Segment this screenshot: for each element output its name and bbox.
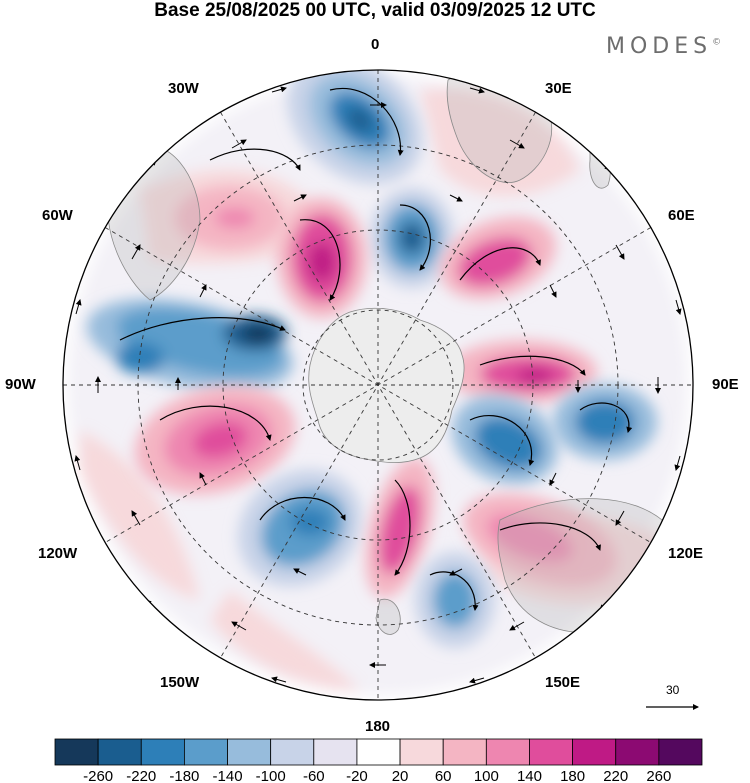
lon-label-150e: 150E <box>545 674 581 691</box>
lon-label-60w: 60W <box>42 207 73 224</box>
lon-label-90w: 90W <box>5 376 36 393</box>
positive-center-80w <box>175 186 285 250</box>
ring-200 <box>175 194 581 576</box>
negative-center-140w <box>238 469 362 587</box>
lon-label-60e: 60E <box>668 207 695 224</box>
negative-center-160e <box>415 552 495 648</box>
map-boundary <box>62 69 694 701</box>
lon-label-30w: 30W <box>168 80 199 97</box>
lon-label-90e: 90E <box>712 376 739 393</box>
positive-center-40e <box>440 216 556 300</box>
positive-center-170e <box>365 458 435 598</box>
lon-label-120e: 120E <box>668 545 704 562</box>
graticule <box>63 70 693 700</box>
copyright-mark: © <box>712 37 722 48</box>
positive-center-45w <box>277 198 367 318</box>
map-title: Base 25/08/2025 00 UTC, valid 03/09/2025… <box>154 0 596 21</box>
lon-label-30e: 30E <box>545 80 572 97</box>
negative-center-110e <box>553 384 657 460</box>
lon-label-0: 0 <box>371 36 380 53</box>
modes-logo: MODES© <box>606 34 721 59</box>
lon-label-180: 180 <box>365 718 391 735</box>
brand-text: MODES <box>606 34 713 59</box>
ring-280 <box>95 102 661 668</box>
positive-center-85e <box>447 340 597 404</box>
reference-vector-label: 30 <box>666 683 680 697</box>
map-disc <box>63 70 693 700</box>
lon-label-150w: 150W <box>160 674 200 691</box>
lon-label-120w: 120W <box>38 545 78 562</box>
